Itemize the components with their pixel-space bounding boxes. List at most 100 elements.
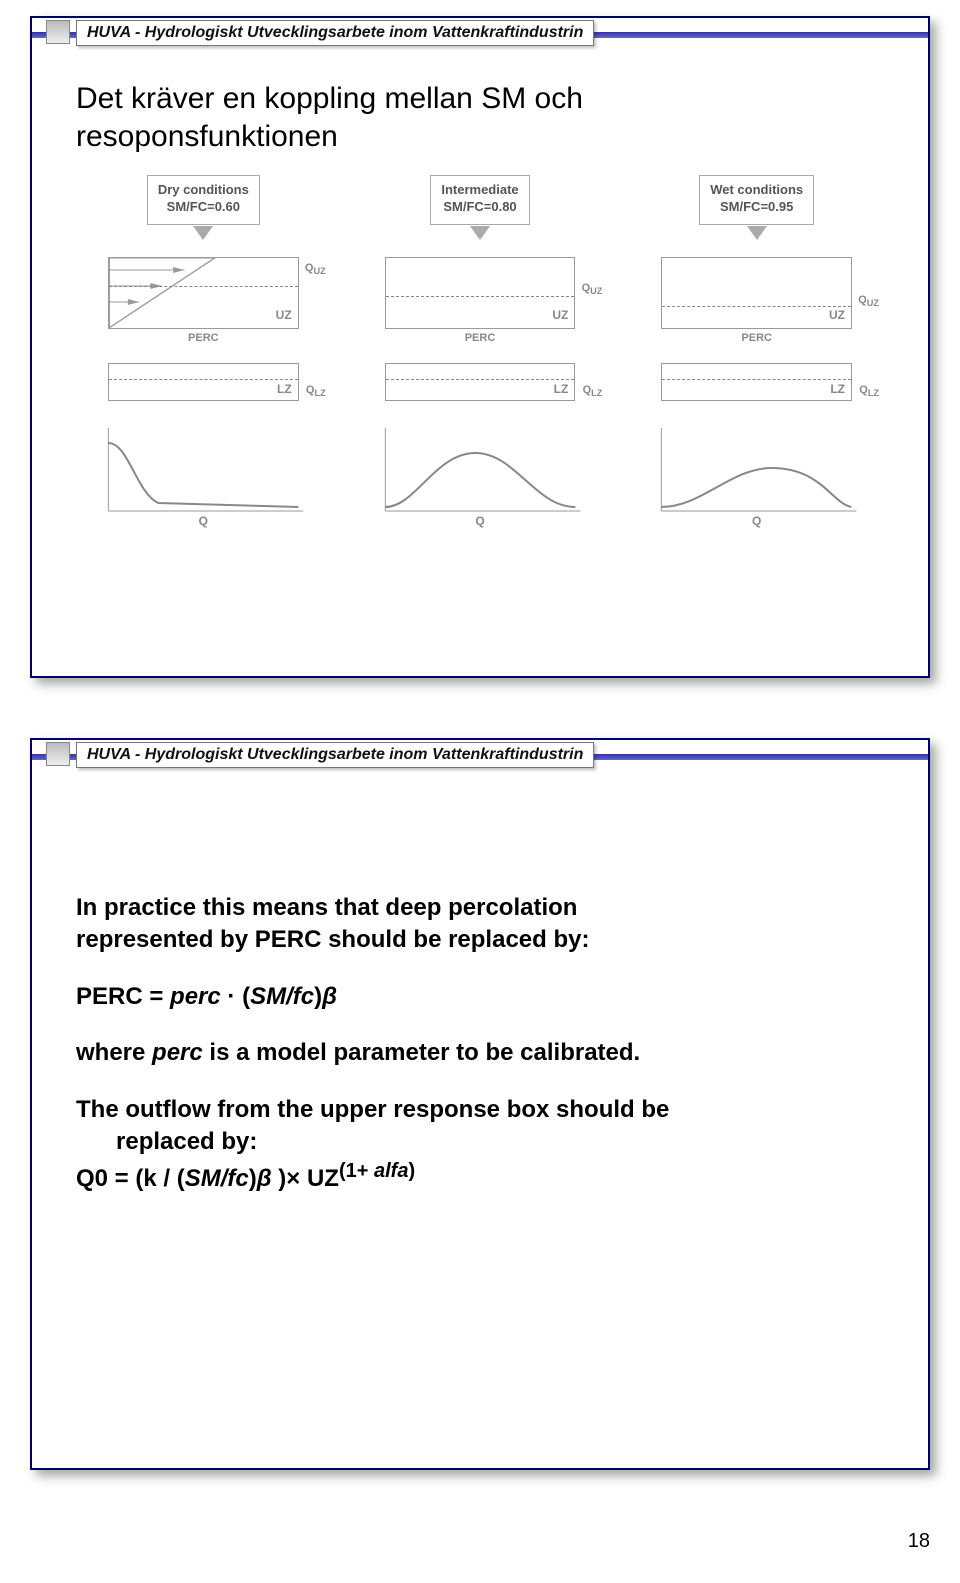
cond-col-2: Wet conditions SM/FC=0.95 — [643, 175, 870, 235]
condition-ratio: SM/FC=0.80 — [441, 199, 518, 214]
uz-fill-level — [109, 286, 298, 328]
slide-header: HUVA - Hydrologiskt Utvecklingsarbete in… — [32, 18, 928, 56]
perc-label: PERC — [188, 332, 219, 344]
curve — [662, 468, 852, 507]
hbv-diagram: Dry conditions SM/FC=0.60 Intermediate S… — [90, 175, 870, 528]
hyd-col-1: Q — [367, 423, 594, 528]
lz-col-2: LZ QLZ — [643, 355, 870, 409]
eq2-beta: β — [257, 1165, 272, 1192]
p2-perc: perc — [152, 1039, 203, 1066]
uz-label: UZ — [276, 308, 292, 322]
uz-fill-level — [386, 296, 575, 328]
lz-fill-level — [662, 379, 851, 400]
lz-fill-level — [386, 379, 575, 400]
uz-fill-level — [662, 306, 851, 328]
quz-label: QUZ — [858, 294, 879, 308]
uz-row: UZ QUZ PERC UZ QUZ PERC — [90, 249, 870, 337]
eq1-close: ) — [314, 983, 322, 1010]
uz-col-0: UZ QUZ PERC — [90, 249, 317, 337]
lz-box: LZ QLZ — [661, 363, 852, 401]
p3b: replaced by: — [116, 1128, 257, 1155]
uz-col-2: UZ QUZ PERC — [643, 249, 870, 337]
p1-line1: In practice this means that deep percola… — [76, 894, 577, 921]
lz-col-1: LZ QLZ — [367, 355, 594, 409]
condition-row: Dry conditions SM/FC=0.60 Intermediate S… — [90, 175, 870, 235]
p2b: is a model parameter to be calibrated. — [203, 1039, 640, 1066]
condition-box: Dry conditions SM/FC=0.60 — [147, 175, 260, 225]
title-line-1: Det kräver en koppling mellan SM och — [76, 82, 583, 115]
arrow-down-icon — [470, 226, 490, 240]
hydrograph-chart — [367, 423, 594, 513]
eq1-dot: · ( — [221, 983, 250, 1010]
q-axis-label: Q — [199, 514, 208, 528]
uz-box: UZ QUZ PERC — [661, 257, 852, 329]
slide-2-body: In practice this means that deep percola… — [32, 778, 928, 1468]
header-tab-icon — [46, 742, 70, 766]
condition-box: Intermediate SM/FC=0.80 — [430, 175, 529, 225]
arrow-down-icon — [747, 226, 767, 240]
slide-1-body: Det kräver en koppling mellan SM och res… — [32, 56, 928, 676]
page-number: 18 — [0, 1530, 930, 1553]
q-axis-label: Q — [752, 514, 761, 528]
perc-label: PERC — [741, 332, 772, 344]
perc-label: PERC — [465, 332, 496, 344]
paragraph-1: In practice this means that deep percola… — [76, 892, 884, 957]
p1-line2: represented by PERC should be replaced b… — [76, 926, 589, 953]
hyd-col-0: Q — [90, 423, 317, 528]
lz-box: LZ QLZ — [385, 363, 576, 401]
uz-box: UZ QUZ PERC — [108, 257, 299, 329]
slide-header: HUVA - Hydrologiskt Utvecklingsarbete in… — [32, 740, 928, 778]
eq1-perc: perc — [170, 983, 221, 1010]
cond-col-0: Dry conditions SM/FC=0.60 — [90, 175, 317, 235]
eq1-smfc: SM/fc — [250, 983, 314, 1010]
equation-1: PERC = perc · (SM/fc)β — [76, 981, 884, 1013]
header-title: HUVA - Hydrologiskt Utvecklingsarbete in… — [76, 20, 594, 46]
uz-label: UZ — [552, 308, 568, 322]
equation-2: Q0 = (k / (SM/fc)β )× UZ(1+ alfa) — [76, 1165, 415, 1192]
lz-col-0: LZ QLZ — [90, 355, 317, 409]
lz-label: LZ — [277, 382, 292, 396]
qlz-label: QLZ — [306, 384, 326, 398]
p2a: where — [76, 1039, 152, 1066]
eq2-uz: UZ — [307, 1165, 339, 1192]
hydrograph-row: Q Q Q — [90, 423, 870, 528]
arrow-down-icon — [193, 226, 213, 240]
uz-col-1: UZ QUZ PERC — [367, 249, 594, 337]
condition-ratio: SM/FC=0.60 — [158, 199, 249, 214]
lz-fill-level — [109, 379, 298, 400]
curve — [108, 443, 298, 507]
condition-name: Intermediate — [441, 182, 518, 197]
header-tab-icon — [46, 20, 70, 44]
lz-row: LZ QLZ LZ QLZ LZ QLZ — [90, 355, 870, 409]
title-line-2: resoponsfunktionen — [76, 120, 338, 153]
eq2-smfc: SM/fc — [185, 1165, 249, 1192]
hydrograph-chart — [643, 423, 870, 513]
uz-box: UZ QUZ PERC — [385, 257, 576, 329]
condition-box: Wet conditions SM/FC=0.95 — [699, 175, 814, 225]
paragraph-3: The outflow from the upper response box … — [76, 1094, 884, 1196]
p3a: The outflow from the upper response box … — [76, 1096, 669, 1123]
hydrograph-chart — [90, 423, 317, 513]
uz-label: UZ — [829, 308, 845, 322]
slide-1: HUVA - Hydrologiskt Utvecklingsarbete in… — [30, 16, 930, 678]
condition-name: Wet conditions — [710, 182, 803, 197]
eq2-close: )× — [272, 1165, 307, 1192]
eq2-mid: ) — [249, 1165, 257, 1192]
qlz-label: QLZ — [583, 384, 603, 398]
eq2-lhs: Q0 = (k / ( — [76, 1165, 185, 1192]
eq1-lhs: PERC = — [76, 983, 170, 1010]
hyd-col-2: Q — [643, 423, 870, 528]
slide-2: HUVA - Hydrologiskt Utvecklingsarbete in… — [30, 738, 930, 1470]
qlz-label: QLZ — [859, 384, 879, 398]
condition-ratio: SM/FC=0.95 — [710, 199, 803, 214]
paragraph-2: where perc is a model parameter to be ca… — [76, 1037, 884, 1069]
cond-col-1: Intermediate SM/FC=0.80 — [367, 175, 594, 235]
quz-label: QUZ — [305, 262, 326, 276]
slide-1-title: Det kräver en koppling mellan SM och res… — [76, 80, 884, 155]
lz-label: LZ — [830, 382, 845, 396]
quz-label: QUZ — [582, 282, 603, 296]
lz-box: LZ QLZ — [108, 363, 299, 401]
curve — [385, 453, 575, 507]
header-title: HUVA - Hydrologiskt Utvecklingsarbete in… — [76, 742, 594, 768]
lz-label: LZ — [554, 382, 569, 396]
